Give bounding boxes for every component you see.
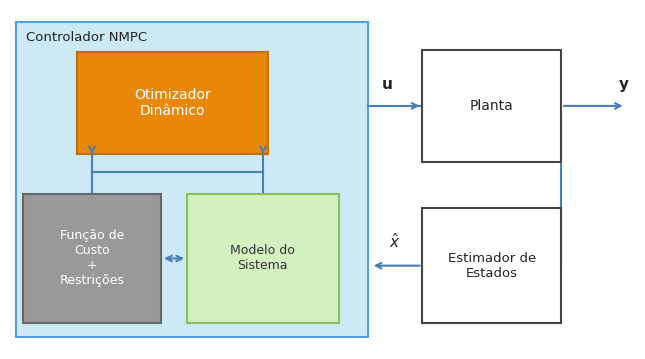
- Text: Controlador NMPC: Controlador NMPC: [26, 31, 147, 43]
- Text: Planta: Planta: [470, 99, 513, 113]
- FancyBboxPatch shape: [16, 22, 368, 337]
- FancyBboxPatch shape: [422, 208, 561, 323]
- Text: u: u: [382, 76, 392, 92]
- Text: Modelo do
Sistema: Modelo do Sistema: [230, 244, 295, 272]
- FancyBboxPatch shape: [77, 52, 268, 154]
- Text: $\hat{x}$: $\hat{x}$: [389, 232, 401, 251]
- FancyBboxPatch shape: [187, 194, 339, 323]
- Text: Função de
Custo
+
Restrições: Função de Custo + Restrições: [59, 229, 124, 288]
- Text: y: y: [619, 76, 630, 92]
- FancyBboxPatch shape: [422, 50, 561, 162]
- Text: Estimador de
Estados: Estimador de Estados: [448, 252, 536, 280]
- FancyBboxPatch shape: [23, 194, 161, 323]
- Text: Otimizador
Dinâmico: Otimizador Dinâmico: [134, 88, 211, 118]
